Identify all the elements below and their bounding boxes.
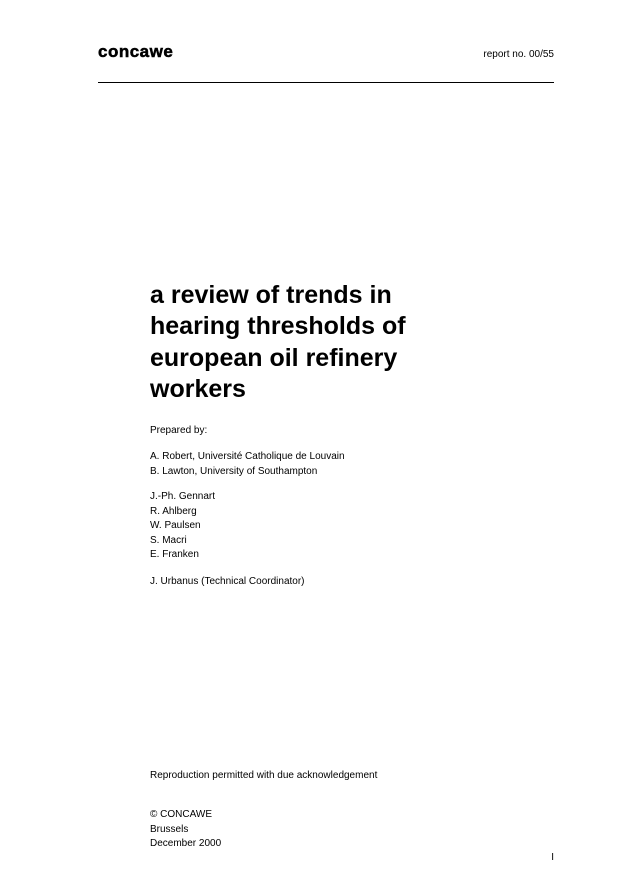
copyright-line: December 2000 xyxy=(150,837,221,852)
author-line: W. Paulsen xyxy=(150,519,215,534)
author-line: J. Urbanus (Technical Coordinator) xyxy=(150,575,305,590)
page-number: I xyxy=(551,852,554,863)
author-line: S. Macri xyxy=(150,534,215,549)
org-logo-text: concawe xyxy=(98,42,173,62)
page: concawe report no. 00/55 a review of tre… xyxy=(0,0,626,893)
authors-coordinator-block: J. Urbanus (Technical Coordinator) xyxy=(150,575,305,590)
copyright-line: Brussels xyxy=(150,823,221,838)
copyright-block: © CONCAWE Brussels December 2000 xyxy=(150,808,221,852)
document-title: a review of trends in hearing thresholds… xyxy=(150,280,480,405)
author-line: B. Lawton, University of Southampton xyxy=(150,465,345,480)
authors-secondary-block: J.-Ph. Gennart R. Ahlberg W. Paulsen S. … xyxy=(150,490,215,563)
header-rule xyxy=(98,82,554,83)
report-number: report no. 00/55 xyxy=(483,49,554,60)
author-line: E. Franken xyxy=(150,548,215,563)
prepared-by-label: Prepared by: xyxy=(150,425,207,436)
header-row: concawe report no. 00/55 xyxy=(98,42,554,62)
author-line: R. Ahlberg xyxy=(150,505,215,520)
authors-primary-block: A. Robert, Université Catholique de Louv… xyxy=(150,450,345,479)
author-line: A. Robert, Université Catholique de Louv… xyxy=(150,450,345,465)
reproduction-notice: Reproduction permitted with due acknowle… xyxy=(150,770,377,781)
copyright-line: © CONCAWE xyxy=(150,808,221,823)
author-line: J.-Ph. Gennart xyxy=(150,490,215,505)
